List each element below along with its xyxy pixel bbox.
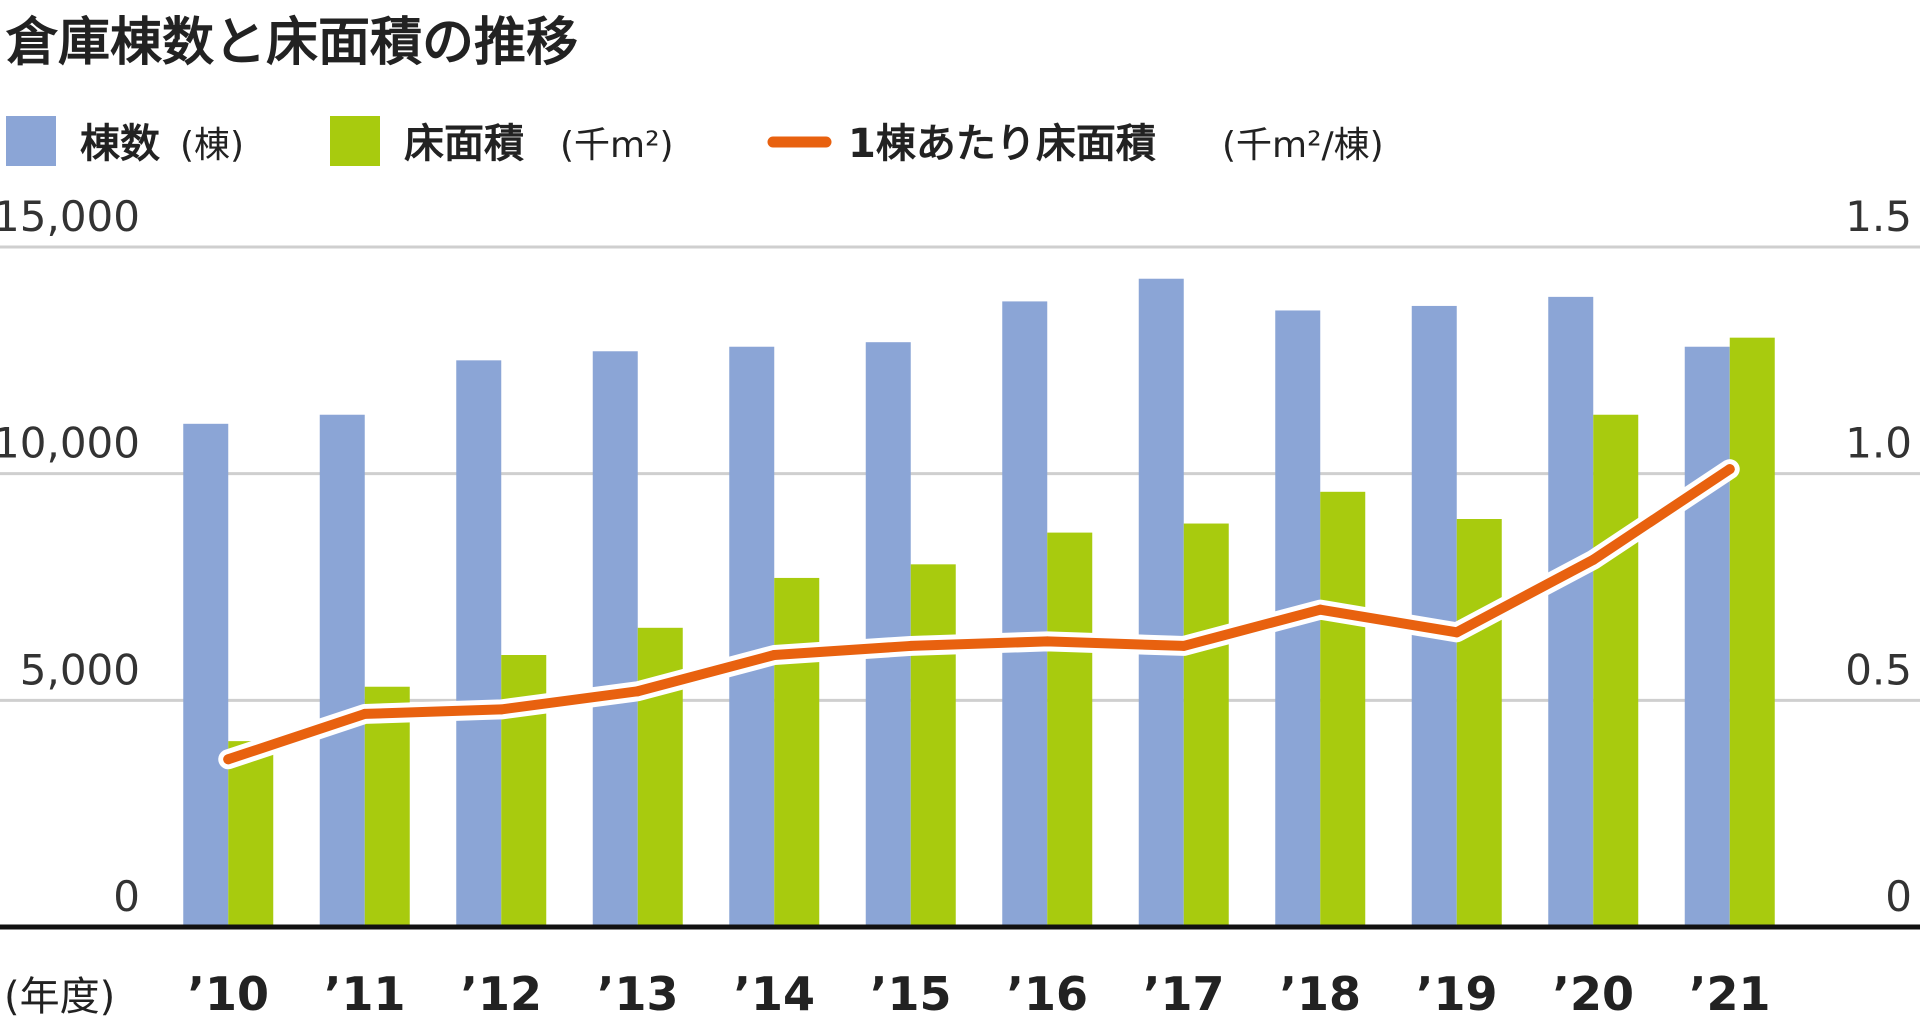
x-tick-label: ’21: [1689, 967, 1771, 1020]
legend: 棟数 (棟) 床面積 (千m²) 1棟あたり床面積 (千m²/棟): [6, 116, 1384, 167]
line-point: [1178, 640, 1189, 651]
line-path: [223, 464, 1735, 765]
line-point: [632, 686, 643, 697]
x-tick-label: ’10: [188, 967, 270, 1020]
legend-label-line: 1棟あたり床面積: [848, 121, 1156, 167]
bar-area: [1183, 523, 1229, 927]
x-tick-label: ’18: [1280, 967, 1362, 1020]
x-tick-label: ’14: [734, 967, 816, 1020]
y-right-tick-label: 1.5: [1845, 192, 1912, 241]
y-left-tick-label: 10,000: [0, 419, 140, 468]
bar-area: [228, 741, 274, 927]
bar-count: [1684, 346, 1730, 927]
line-point: [496, 704, 507, 715]
line-point: [223, 754, 234, 765]
y-right-tick-label: 0: [1885, 872, 1912, 921]
line-point: [1042, 636, 1053, 647]
bar-count: [1548, 296, 1594, 927]
y-left-tick-label: 5,000: [20, 645, 140, 694]
legend-label-count: 棟数: [80, 121, 160, 167]
bar-area: [910, 564, 956, 927]
legend-unit-line: (千m²/棟): [1222, 125, 1384, 166]
bar-count: [456, 360, 502, 927]
x-tick-label: ’15: [870, 967, 952, 1020]
bar-area: [1047, 532, 1093, 927]
x-tick-label: ’17: [1143, 967, 1225, 1020]
legend-swatch-area: [330, 116, 380, 166]
line-series: [218, 459, 1740, 770]
legend-unit-area: (千m²): [560, 125, 674, 166]
x-unit-label: (年度): [4, 974, 115, 1020]
legend-swatch-count: [6, 116, 56, 166]
bars: [183, 278, 1775, 928]
y-right-tick-label: 1.0: [1845, 419, 1912, 468]
line-point: [769, 650, 780, 660]
y-left-tick-label: 15,000: [0, 192, 140, 241]
bar-area: [1320, 491, 1366, 927]
bar-count: [592, 351, 638, 927]
line-point: [1588, 554, 1599, 565]
bar-area: [774, 577, 820, 927]
x-tick-label: ’12: [461, 967, 543, 1020]
x-tick-label: ’20: [1553, 967, 1635, 1020]
line-point: [359, 708, 370, 719]
chart-title: 倉庫棟数と床面積の推移: [5, 13, 578, 73]
bar-area: [1593, 414, 1639, 927]
line-point: [1724, 464, 1735, 475]
line-point: [1451, 627, 1462, 638]
bar-area: [1729, 337, 1775, 928]
bar-count: [1002, 301, 1048, 927]
line-point: [1315, 604, 1326, 615]
x-tick-label: ’19: [1416, 967, 1498, 1020]
bar-area: [364, 686, 410, 927]
axes: 0 0 5,000 0.5 10,000 1.0 15,000 1.5 ’10 ’11 ’12 ’13…: [0, 192, 1920, 1020]
bar-count: [319, 414, 365, 927]
bar-count: [865, 342, 911, 927]
legend-label-area: 床面積: [404, 121, 524, 167]
bar-count: [729, 346, 775, 927]
x-tick-label: ’11: [324, 967, 406, 1020]
x-tick-label: ’13: [597, 967, 679, 1020]
line-point: [905, 640, 916, 651]
legend-unit-count: (棟): [180, 125, 244, 166]
bar-count: [1138, 278, 1184, 927]
y-left-tick-label: 0: [113, 872, 140, 921]
bar-area: [1456, 519, 1502, 927]
x-tick-label: ’16: [1007, 967, 1089, 1020]
y-right-tick-label: 0.5: [1845, 645, 1912, 694]
bar-count: [183, 423, 229, 927]
